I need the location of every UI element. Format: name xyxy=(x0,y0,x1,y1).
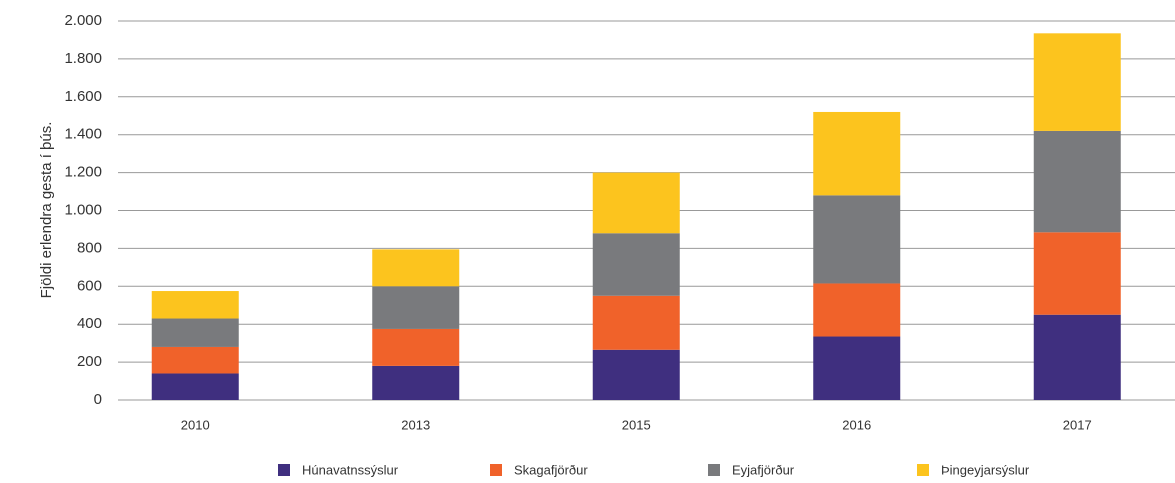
bar-segment xyxy=(151,346,239,374)
bar-segment xyxy=(813,195,901,284)
x-tick-label: 2017 xyxy=(1063,417,1092,432)
bar-segment xyxy=(813,336,901,400)
x-tick-label: 2013 xyxy=(401,417,430,432)
y-axis-label: Fjöldi erlendra gesta í þús. xyxy=(38,122,55,299)
bar-segment xyxy=(592,349,680,400)
bar-segment xyxy=(372,365,460,400)
legend-swatch xyxy=(917,464,929,476)
bar-segment xyxy=(1033,33,1121,131)
bar-segment xyxy=(372,286,460,329)
legend-label: Eyjafjörður xyxy=(732,462,795,477)
y-tick-label: 1.800 xyxy=(64,50,102,67)
y-tick-label: 400 xyxy=(77,315,102,332)
legend-swatch xyxy=(490,464,502,476)
x-tick-label: 2010 xyxy=(181,417,210,432)
y-tick-label: 200 xyxy=(77,353,102,370)
bar-segment xyxy=(813,283,901,337)
y-tick-label: 1.200 xyxy=(64,164,102,181)
x-tick-label: 2015 xyxy=(622,417,651,432)
bar-segment xyxy=(151,291,239,319)
legend-label: Húnavatnssýslur xyxy=(302,462,399,477)
bar-segment xyxy=(1033,130,1121,233)
y-tick-label: 1.400 xyxy=(64,126,102,143)
legend-label: Skagafjörður xyxy=(514,462,588,477)
bar-segment xyxy=(592,233,680,296)
bar-segment xyxy=(592,295,680,350)
y-tick-label: 0 xyxy=(94,391,102,408)
y-tick-label: 600 xyxy=(77,277,102,294)
bar-segment xyxy=(151,373,239,400)
bar-segment xyxy=(372,249,460,287)
y-tick-label: 1.000 xyxy=(64,201,102,218)
bar-segment xyxy=(151,318,239,347)
legend-swatch xyxy=(708,464,720,476)
bar-segment xyxy=(592,172,680,234)
bar-segment xyxy=(813,111,901,196)
legend-label: Þingeyjarsýslur xyxy=(941,462,1030,477)
y-tick-label: 1.600 xyxy=(64,88,102,105)
legend-swatch xyxy=(278,464,290,476)
y-tick-label: 800 xyxy=(77,239,102,256)
bar-segment xyxy=(1033,314,1121,400)
bar-segment xyxy=(1033,232,1121,315)
x-tick-label: 2016 xyxy=(842,417,871,432)
y-tick-label: 2.000 xyxy=(64,12,102,29)
bar-segment xyxy=(372,328,460,366)
